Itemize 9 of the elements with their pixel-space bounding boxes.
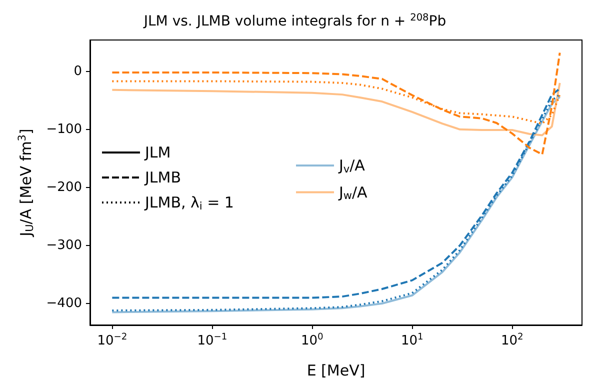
y-tick-label: −400	[46, 296, 82, 312]
legend-label: JLM	[144, 144, 171, 162]
y-axis-title: JU/A [MeV fm3]	[16, 128, 36, 238]
y-tick-label: −100	[46, 122, 82, 137]
y-tick-label: −300	[46, 238, 82, 253]
y-tick-label: −200	[46, 180, 82, 195]
y-tick-label: 0	[74, 64, 82, 79]
legend-label: JLMB	[144, 168, 182, 186]
x-axis-title: E [MeV]	[306, 362, 366, 380]
